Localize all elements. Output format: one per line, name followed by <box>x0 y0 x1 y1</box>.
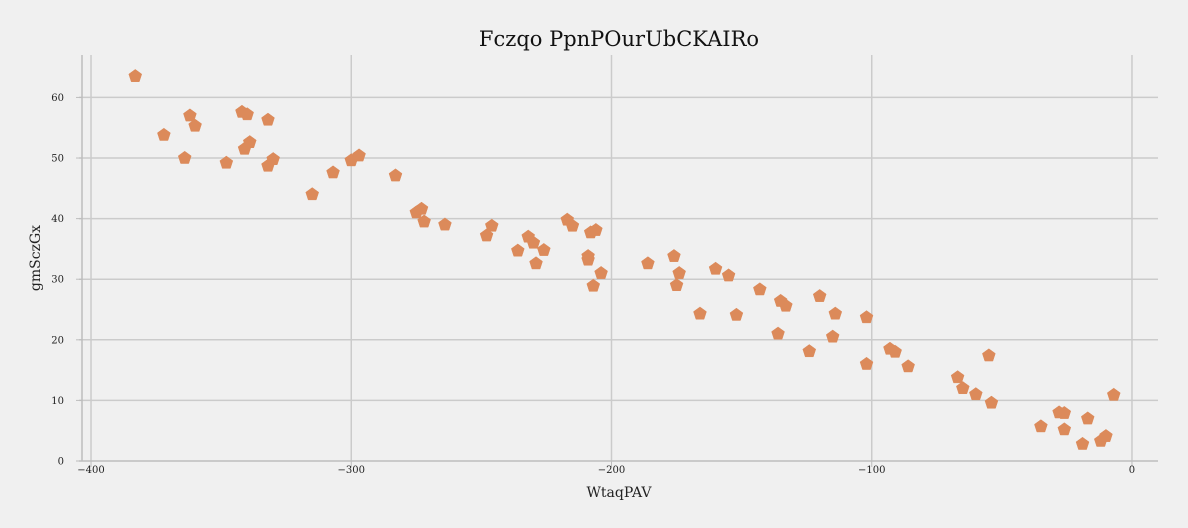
data-point <box>825 329 840 343</box>
data-point <box>594 266 608 279</box>
data-point <box>305 187 319 201</box>
data-point <box>888 344 902 358</box>
data-point <box>982 348 996 362</box>
data-point <box>969 387 983 401</box>
data-point <box>414 201 429 215</box>
data-point <box>485 218 499 232</box>
x-tick-label: −200 <box>598 465 625 476</box>
data-point <box>721 268 736 282</box>
data-point <box>828 306 843 320</box>
data-point <box>1099 429 1113 442</box>
data-point <box>537 243 551 256</box>
data-point <box>672 266 686 279</box>
data-point <box>859 356 874 370</box>
data-point <box>581 252 595 266</box>
data-point <box>984 395 999 409</box>
data-point <box>589 223 603 236</box>
data-point <box>802 344 817 358</box>
y-tick-label: 50 <box>51 154 64 165</box>
data-point <box>1057 422 1072 436</box>
data-point <box>511 243 525 257</box>
y-axis-label: gmSczGx <box>28 225 44 291</box>
data-point <box>901 359 915 373</box>
y-tick-label: 20 <box>51 335 64 346</box>
data-point <box>183 108 197 122</box>
data-point <box>266 152 280 165</box>
data-point <box>565 218 580 232</box>
data-point <box>526 235 541 249</box>
data-point <box>779 298 793 312</box>
data-point <box>753 282 767 296</box>
data-point <box>352 148 366 162</box>
data-point <box>1034 419 1048 433</box>
data-point <box>157 127 171 141</box>
axes: 0 10 20 30 40 50 60 −400 −300 −200 −100 0 <box>51 55 1158 476</box>
data-point <box>859 310 874 324</box>
y-tick-label: 0 <box>58 457 64 468</box>
data-point <box>326 165 340 179</box>
chart-title: Fczqo PpnPOurUbCKAIRo <box>479 27 759 51</box>
data-point <box>693 306 707 320</box>
x-tick-label: −300 <box>338 465 365 476</box>
data-point <box>188 118 202 132</box>
x-axis-label: WtaqPAV <box>587 485 653 501</box>
y-tick-label: 10 <box>51 396 64 407</box>
data-point <box>771 326 785 340</box>
data-point <box>243 135 257 149</box>
data-point <box>1057 406 1072 419</box>
data-point <box>128 69 143 82</box>
x-tick-label: −400 <box>77 465 104 476</box>
x-tick-label: −100 <box>858 465 885 476</box>
data-point <box>1075 436 1090 450</box>
data-point <box>667 249 681 262</box>
data-point <box>708 261 723 275</box>
data-point <box>812 289 827 302</box>
x-tick-label: 0 <box>1129 465 1135 476</box>
data-point <box>261 112 275 126</box>
data-point <box>641 256 655 270</box>
data-point <box>586 278 601 292</box>
data-point <box>417 214 431 228</box>
data-point <box>388 168 403 182</box>
data-point <box>956 381 970 395</box>
data-point <box>1080 411 1095 425</box>
data-point <box>438 217 452 231</box>
data-point <box>1106 387 1121 401</box>
y-tick-label: 30 <box>51 275 64 286</box>
data-point <box>219 155 234 169</box>
y-tick-label: 40 <box>51 214 64 225</box>
data-point <box>479 228 494 242</box>
data-points <box>128 69 1121 450</box>
data-point <box>177 150 192 164</box>
data-point <box>240 107 254 121</box>
data-point <box>529 256 543 270</box>
data-point <box>729 307 744 321</box>
data-point <box>669 278 684 292</box>
grid <box>79 55 1158 461</box>
data-point <box>950 370 965 384</box>
y-tick-label: 60 <box>51 93 64 104</box>
